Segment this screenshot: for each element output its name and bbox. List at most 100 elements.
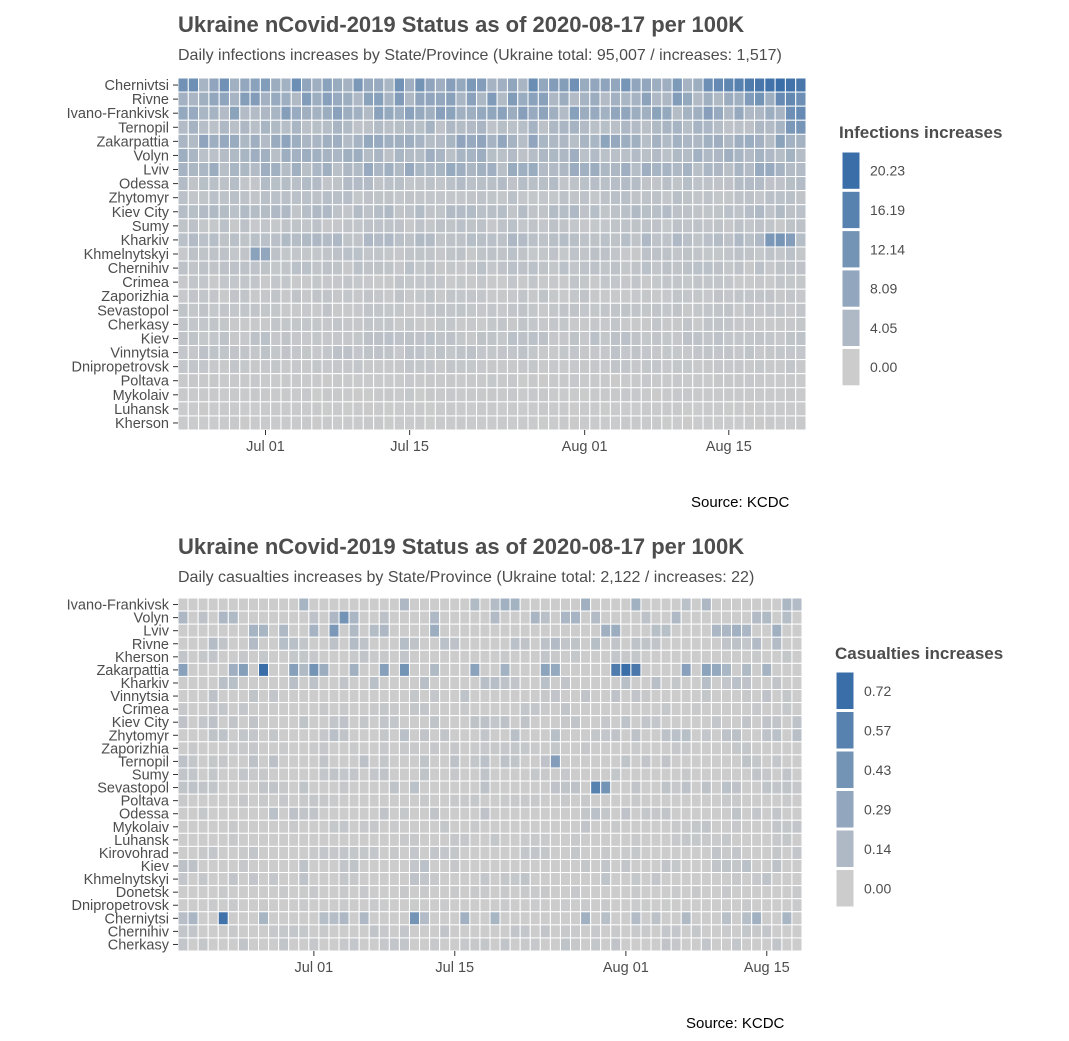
heatmap-cell <box>403 415 416 431</box>
heatmap-cell <box>781 924 793 939</box>
legend-label: 4.05 <box>870 320 897 336</box>
heatmap-cell <box>610 767 622 782</box>
heatmap-cell <box>537 133 550 149</box>
heatmap-cell <box>403 387 416 403</box>
heatmap-cell <box>187 401 200 417</box>
heatmap-cell <box>403 246 416 262</box>
heatmap-cell <box>539 898 551 913</box>
heatmap-cell <box>270 246 282 262</box>
heatmap-cell <box>558 260 570 276</box>
heatmap-cell <box>771 702 783 717</box>
heatmap-cell <box>791 872 803 887</box>
heatmap-cell <box>348 649 360 664</box>
heatmap-cell <box>321 161 333 178</box>
heatmap-cell <box>239 218 251 234</box>
heatmap-cell <box>358 937 370 952</box>
heatmap-cell <box>290 147 303 163</box>
heatmap-cell <box>731 689 743 704</box>
heatmap-cell <box>298 845 310 860</box>
heatmap-cell <box>692 415 704 431</box>
heatmap-cell <box>570 911 582 926</box>
heatmap-cell <box>298 715 310 730</box>
heatmap-cell <box>228 274 241 290</box>
heatmap-cell <box>177 190 189 206</box>
heatmap-cell <box>723 204 735 220</box>
heatmap-cell <box>499 872 511 887</box>
heatmap-cell <box>519 636 531 651</box>
heatmap-cell <box>403 77 416 93</box>
heatmap-cell <box>771 597 783 612</box>
casualties-panel: Ukraine nCovid-2019 Status as of 2020-08… <box>0 520 1069 1041</box>
heatmap-cell <box>217 649 229 664</box>
heatmap-cell <box>499 924 511 939</box>
heatmap-cell <box>465 246 478 262</box>
heatmap-cell <box>424 190 436 206</box>
heatmap-cell <box>568 288 581 304</box>
heatmap-cell <box>308 937 320 952</box>
heatmap-cell <box>640 176 653 192</box>
heatmap-cell <box>249 190 261 206</box>
heatmap-cell <box>414 302 426 318</box>
heatmap-cell <box>640 832 652 847</box>
heatmap-cell <box>670 832 682 847</box>
heatmap-cell <box>692 246 704 262</box>
heatmap-cell <box>579 232 591 248</box>
heatmap-cell <box>527 401 539 417</box>
heatmap-cell <box>670 728 682 743</box>
heatmap-cell <box>743 190 756 206</box>
heatmap-cell <box>469 832 481 847</box>
heatmap-cell <box>288 793 300 808</box>
heatmap-cell <box>499 858 511 874</box>
heatmap-cell <box>690 819 702 834</box>
heatmap-cell <box>342 105 354 121</box>
heatmap-cell <box>338 675 350 691</box>
heatmap-cell <box>338 806 350 821</box>
heatmap-cell <box>288 872 300 887</box>
heatmap-cell <box>570 780 582 795</box>
heatmap-cell <box>403 161 416 178</box>
heatmap-cell <box>630 937 642 952</box>
heatmap-cell <box>519 675 531 691</box>
heatmap-cell <box>539 858 551 874</box>
heatmap-cell <box>499 911 511 926</box>
heatmap-cell <box>258 715 270 730</box>
heatmap-cell <box>599 359 611 375</box>
heatmap-cell <box>549 819 561 834</box>
heatmap-cell <box>318 597 330 612</box>
heatmap-cell <box>681 218 694 234</box>
heatmap-cell <box>280 218 292 234</box>
heatmap-cell <box>589 119 601 135</box>
heatmap-cell <box>288 924 300 939</box>
heatmap-cell <box>187 754 199 769</box>
heatmap-cell <box>589 190 601 206</box>
heatmap-cell <box>259 387 272 403</box>
heatmap-cell <box>620 373 632 389</box>
heatmap-cell <box>690 597 702 612</box>
heatmap-cell <box>548 77 560 93</box>
heatmap-cell <box>197 937 209 952</box>
heatmap-cell <box>529 715 541 730</box>
heatmap-cell <box>743 176 756 192</box>
heatmap-cell <box>348 754 360 769</box>
heatmap-cell <box>506 316 519 332</box>
heatmap-cell <box>398 858 410 874</box>
heatmap-cell <box>579 204 591 220</box>
heatmap-cell <box>712 330 725 347</box>
heatmap-cell <box>198 316 210 332</box>
heatmap-cell <box>331 373 344 389</box>
heatmap-cell <box>537 190 550 206</box>
heatmap-cell <box>509 662 521 677</box>
heatmap-cell <box>227 597 239 612</box>
chart-subtitle: Daily casualties increases by State/Prov… <box>178 569 755 586</box>
heatmap-cell <box>338 610 350 625</box>
heatmap-cell <box>352 260 364 276</box>
heatmap-cell <box>630 415 642 431</box>
heatmap-cell <box>529 662 541 677</box>
heatmap-cell <box>690 623 702 638</box>
heatmap-cell <box>496 204 508 220</box>
heatmap-cell <box>258 623 270 638</box>
heatmap-cell <box>259 133 272 149</box>
heatmap-cell <box>784 105 797 121</box>
heatmap-cell <box>791 898 803 913</box>
heatmap-cell <box>258 767 270 782</box>
